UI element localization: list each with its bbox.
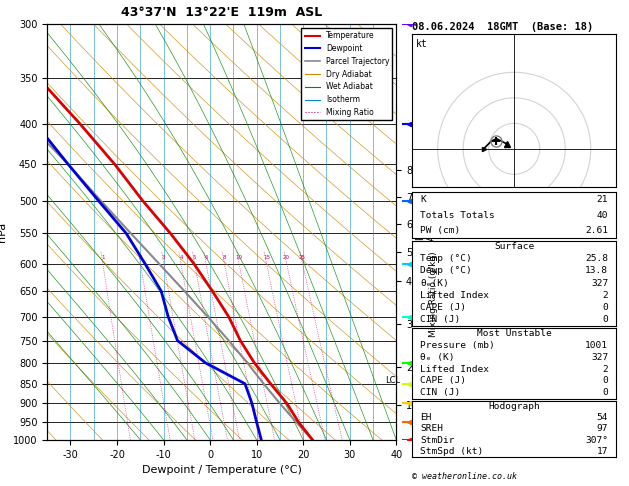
Text: LCL: LCL: [386, 376, 401, 385]
Text: 2.61: 2.61: [585, 226, 608, 235]
Text: 327: 327: [591, 353, 608, 362]
Text: kt: kt: [416, 38, 428, 49]
Title: 43°37'N  13°22'E  119m  ASL: 43°37'N 13°22'E 119m ASL: [121, 6, 322, 19]
Text: PW (cm): PW (cm): [420, 226, 460, 235]
Text: 15: 15: [263, 255, 270, 260]
Text: 1001: 1001: [585, 341, 608, 350]
Text: Temp (°C): Temp (°C): [420, 254, 472, 263]
Text: 54: 54: [597, 413, 608, 422]
Text: 10: 10: [235, 255, 243, 260]
Text: Dewp (°C): Dewp (°C): [420, 266, 472, 276]
Text: 20: 20: [283, 255, 290, 260]
Text: 17: 17: [597, 447, 608, 456]
Text: 2: 2: [139, 255, 142, 260]
Text: Lifted Index: Lifted Index: [420, 364, 489, 374]
Y-axis label: hPa: hPa: [0, 222, 8, 242]
Text: Lifted Index: Lifted Index: [420, 291, 489, 300]
Text: Hodograph: Hodograph: [488, 402, 540, 411]
Text: 2: 2: [603, 291, 608, 300]
Text: StmDir: StmDir: [420, 435, 455, 445]
Text: 5: 5: [193, 255, 196, 260]
Text: StmSpd (kt): StmSpd (kt): [420, 447, 484, 456]
Text: 3: 3: [162, 255, 165, 260]
Text: 0: 0: [603, 388, 608, 397]
Text: 1: 1: [101, 255, 104, 260]
Text: 4: 4: [179, 255, 182, 260]
Text: Surface: Surface: [494, 242, 534, 251]
Text: Most Unstable: Most Unstable: [477, 330, 552, 338]
Text: CAPE (J): CAPE (J): [420, 303, 466, 312]
Text: SREH: SREH: [420, 424, 443, 434]
Text: 327: 327: [591, 278, 608, 288]
Y-axis label: km
ASL: km ASL: [415, 223, 437, 241]
Text: Mixing Ratio (g/kg): Mixing Ratio (g/kg): [429, 252, 438, 337]
Text: © weatheronline.co.uk: © weatheronline.co.uk: [412, 472, 517, 481]
Text: θₑ(K): θₑ(K): [420, 278, 449, 288]
Text: Pressure (mb): Pressure (mb): [420, 341, 495, 350]
Text: 0: 0: [603, 376, 608, 385]
Text: K: K: [420, 195, 426, 204]
Text: 0: 0: [603, 303, 608, 312]
Text: 25: 25: [299, 255, 306, 260]
Text: 0: 0: [603, 315, 608, 324]
Text: CAPE (J): CAPE (J): [420, 376, 466, 385]
Text: 13.8: 13.8: [585, 266, 608, 276]
Text: 25.8: 25.8: [585, 254, 608, 263]
Text: CIN (J): CIN (J): [420, 315, 460, 324]
Text: CIN (J): CIN (J): [420, 388, 460, 397]
Text: 40: 40: [597, 210, 608, 220]
Legend: Temperature, Dewpoint, Parcel Trajectory, Dry Adiabat, Wet Adiabat, Isotherm, Mi: Temperature, Dewpoint, Parcel Trajectory…: [301, 28, 392, 120]
X-axis label: Dewpoint / Temperature (°C): Dewpoint / Temperature (°C): [142, 465, 302, 475]
Text: 6: 6: [204, 255, 208, 260]
Text: 307°: 307°: [585, 435, 608, 445]
Text: 97: 97: [597, 424, 608, 434]
Text: 2: 2: [603, 364, 608, 374]
Text: 8: 8: [223, 255, 226, 260]
Text: 08.06.2024  18GMT  (Base: 18): 08.06.2024 18GMT (Base: 18): [412, 22, 593, 32]
Text: θₑ (K): θₑ (K): [420, 353, 455, 362]
Text: Totals Totals: Totals Totals: [420, 210, 495, 220]
Text: EH: EH: [420, 413, 431, 422]
Text: 21: 21: [597, 195, 608, 204]
